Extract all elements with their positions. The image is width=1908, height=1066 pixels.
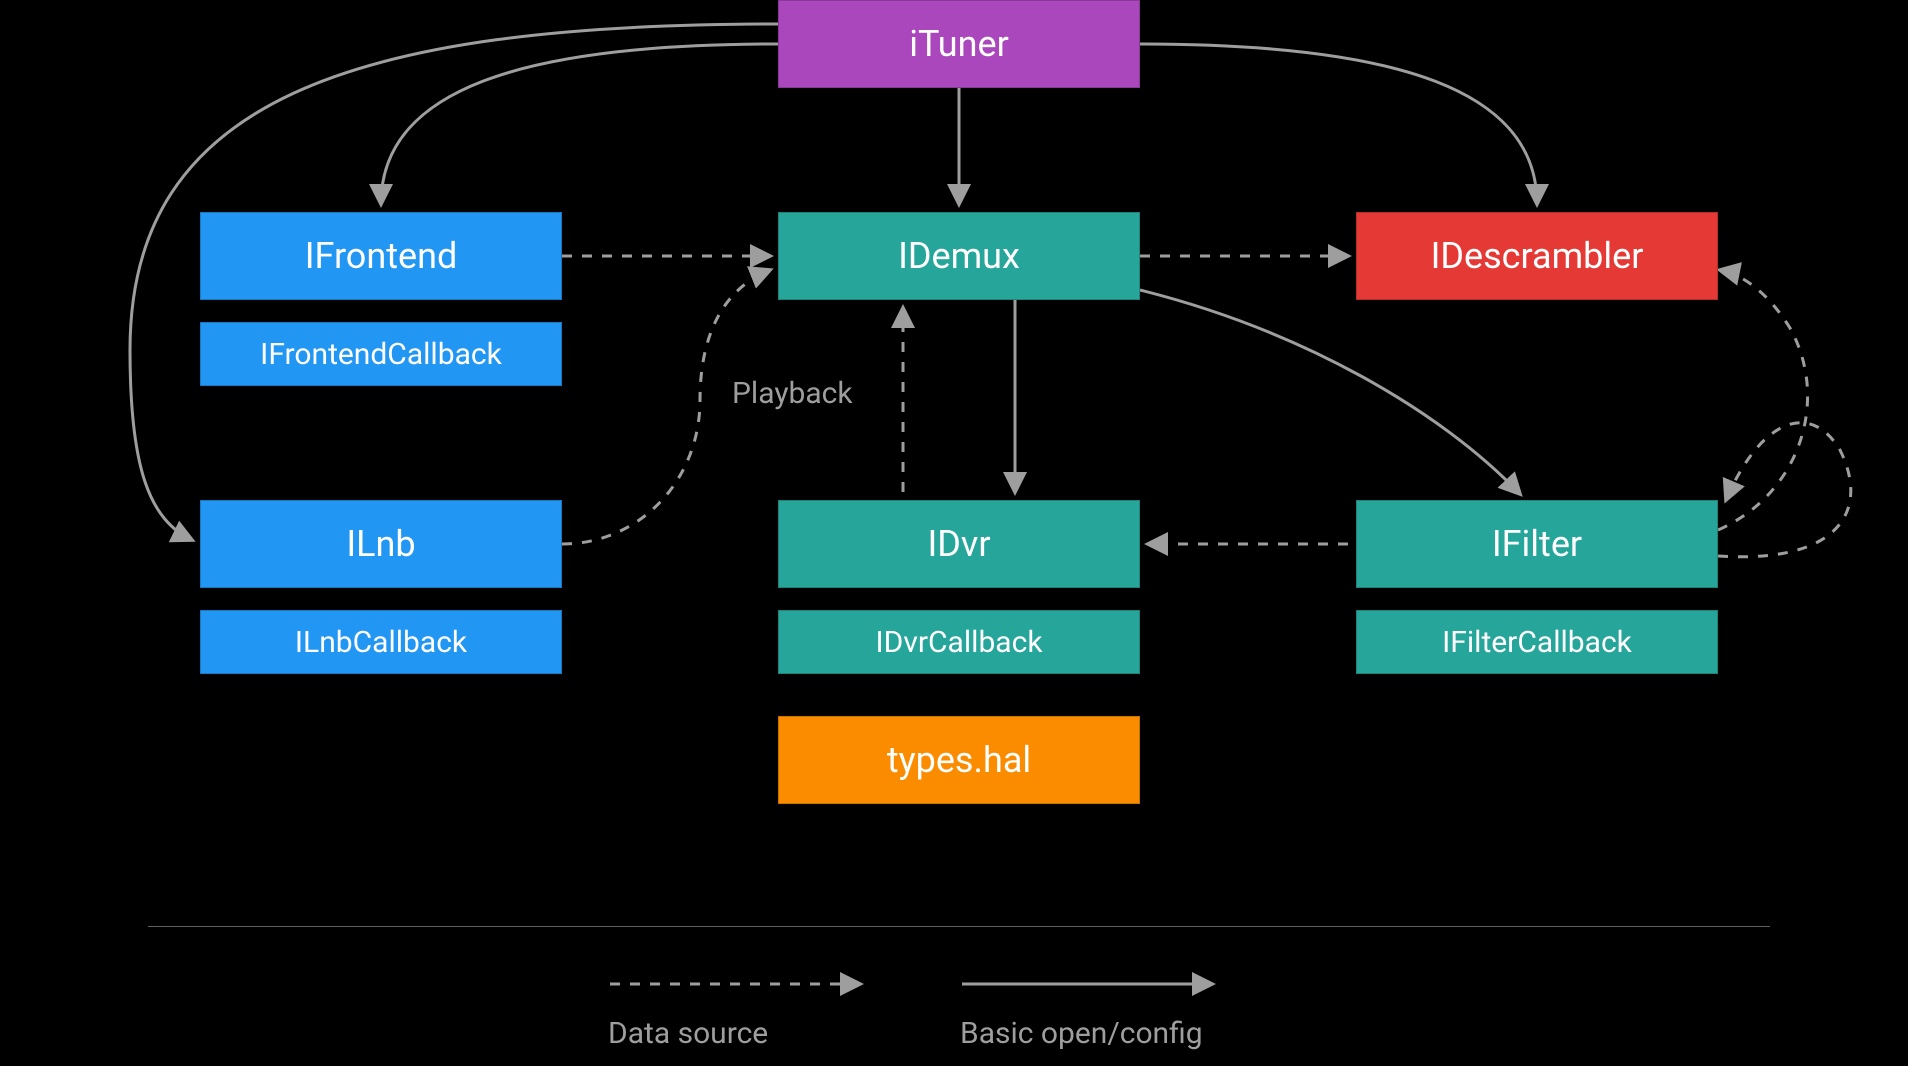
node-ilnbcallback: ILnbCallback (200, 610, 562, 674)
node-label: ILnbCallback (295, 625, 467, 660)
legend-solid-label: Basic open/config (960, 1016, 1203, 1051)
legend-label-text: Basic open/config (960, 1016, 1203, 1051)
node-label: IDemux (898, 235, 1020, 277)
node-ifrontend: IFrontend (200, 212, 562, 300)
node-label: IDvr (927, 523, 990, 565)
node-ituner: iTuner (778, 0, 1140, 88)
node-ifilter: IFilter (1356, 500, 1718, 588)
node-label: IFrontendCallback (260, 337, 502, 372)
node-ilnb: ILnb (200, 500, 562, 588)
node-ifiltercallback: IFilterCallback (1356, 610, 1718, 674)
legend-dashed-label: Data source (608, 1016, 768, 1051)
edge-label-playback: Playback (732, 376, 853, 411)
node-label: types.hal (887, 739, 1031, 781)
node-typeshal: types.hal (778, 716, 1140, 804)
node-ifrontendcallback: IFrontendCallback (200, 322, 562, 386)
legend-label-text: Data source (608, 1016, 768, 1051)
node-label: ILnb (346, 523, 415, 565)
node-label: IFrontend (305, 235, 458, 277)
node-label: IFilterCallback (1442, 625, 1632, 660)
edge-label-text: Playback (732, 376, 853, 411)
node-label: IFilter (1492, 523, 1582, 565)
node-label: IDvrCallback (875, 625, 1042, 660)
node-label: iTuner (909, 23, 1009, 65)
node-idescrambler: IDescrambler (1356, 212, 1718, 300)
node-label: IDescrambler (1431, 235, 1644, 277)
node-idvr: IDvr (778, 500, 1140, 588)
legend-divider (148, 926, 1770, 927)
node-idemux: IDemux (778, 212, 1140, 300)
node-idvrcallback: IDvrCallback (778, 610, 1140, 674)
